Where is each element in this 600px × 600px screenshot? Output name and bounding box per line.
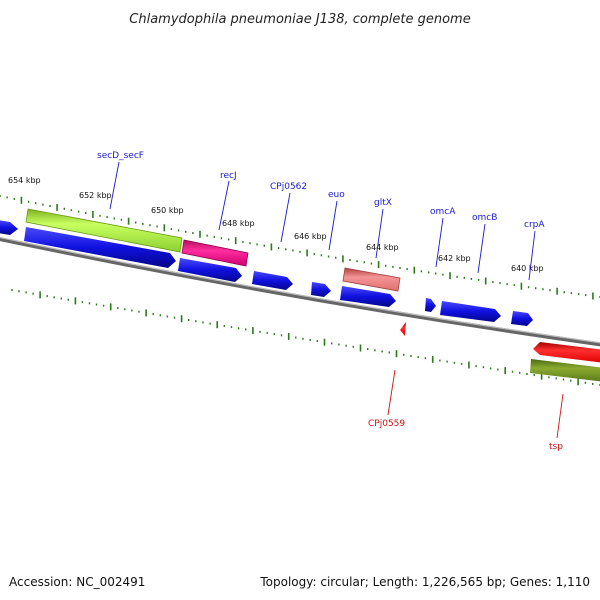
cds-arrow [425,298,436,312]
leader-line [280,192,291,243]
leader-line [477,223,486,274]
cds-arrow [311,282,331,297]
leader-line [109,161,120,210]
leader-line [375,208,384,259]
cds-arrow [440,301,501,322]
feature-secD-secF [25,208,183,253]
cds-arrow [252,271,293,290]
scale-label: 640 kbp [511,264,544,273]
scale-label: 650 kbp [151,206,184,215]
cds-arrow [178,258,242,282]
cds-arrow [340,286,396,307]
leader-line [556,393,564,439]
inner-tick-ring [11,289,600,386]
cds-arrow [0,220,18,235]
gene-label: tsp [549,442,563,452]
feature-recJ [181,239,249,267]
feature-CPj0559 [400,322,406,336]
gene-label: euo [328,190,345,200]
genome-backbone-highlight [0,236,600,344]
leader-line [328,200,338,251]
feature-tsp [533,342,600,363]
feature-olive [530,359,600,382]
leader-line [528,230,536,281]
gene-label: CPj0559 [368,419,405,429]
leader-line [387,369,396,416]
genome-backbone [0,236,600,347]
gene-label: CPj0562 [270,182,307,192]
gene-label: secD_secF [97,151,144,161]
scale-label: 644 kbp [366,243,399,252]
scale-label: 648 kbp [222,219,255,228]
topology-summary: Topology: circular; Length: 1,226,565 bp… [259,575,590,589]
leader-line [435,217,444,268]
map-title: Chlamydophila pneumoniae J138, complete … [129,12,470,27]
leader-line [218,180,230,231]
scale-label: 646 kbp [294,232,327,241]
gene-label: recJ [220,171,237,181]
scale-label: 654 kbp [8,176,41,185]
cds-arrow [511,311,533,326]
gene-label: crpA [524,220,545,230]
cds-arrow [24,227,176,268]
gene-label: omcB [472,213,497,223]
feature-gltX [342,267,401,292]
gene-label: gltX [374,198,392,208]
scale-label: 652 kbp [79,191,112,200]
scale-label: 642 kbp [438,254,471,263]
gene-label: omcA [430,207,456,217]
outer-tick-ring [0,195,600,300]
label-leaders [109,161,564,439]
accession-text: Accession: NC_002491 [9,575,145,589]
